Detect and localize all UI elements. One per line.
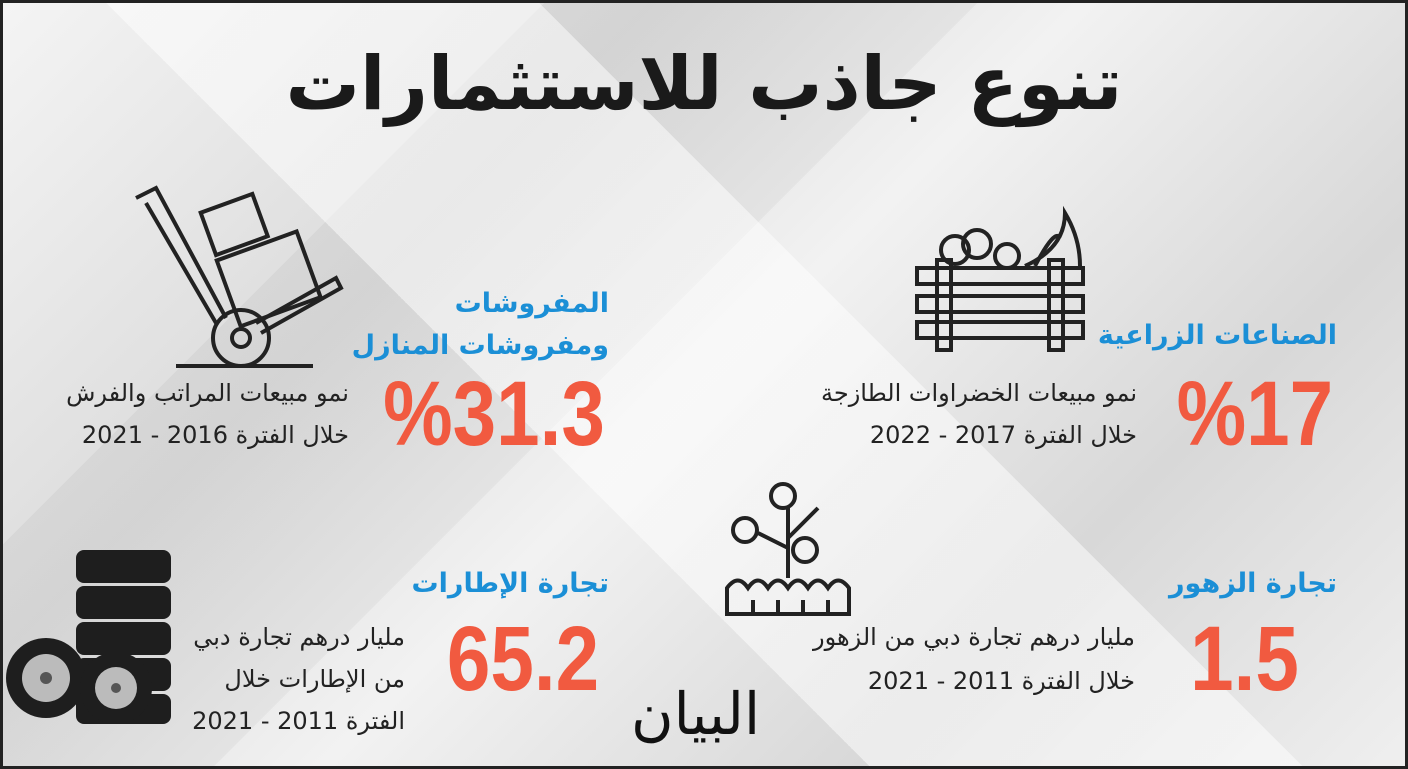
albayan-logo: البيان: [631, 680, 761, 748]
flowers-figure: 1.5: [1190, 608, 1299, 710]
tire-stack-icon: [6, 550, 171, 724]
hand-truck-icon: [135, 185, 344, 368]
tires-heading: تجارة الإطارات: [411, 568, 609, 599]
furniture-heading-line1: المفروشات: [454, 288, 609, 319]
tires-desc-line1: مليار درهم تجارة دبي: [193, 623, 405, 651]
furniture-desc-line2: خلال الفترة 2016 - 2021: [81, 421, 349, 449]
agriculture-desc-line2: خلال الفترة 2017 - 2022: [869, 421, 1137, 449]
flowers-desc-line2: خلال الفترة 2011 - 2021: [867, 667, 1135, 695]
agriculture-desc-line1: نمو مبيعات الخضراوات الطازجة: [821, 379, 1137, 407]
agriculture-heading: الصناعات الزراعية: [1097, 320, 1337, 351]
furniture-heading-line2: ومفروشات المنازل: [351, 330, 609, 361]
tires-desc-line3: الفترة 2011 - 2021: [192, 707, 405, 735]
furniture-figure: %31.3: [383, 363, 605, 465]
agriculture-figure: %17: [1176, 363, 1333, 465]
flowers-heading: تجارة الزهور: [1169, 568, 1337, 599]
tires-figure: 65.2: [446, 608, 599, 710]
vegetable-crate-icon: [915, 205, 1085, 352]
page-title: تنوع جاذب للاستثمارات: [285, 41, 1123, 127]
furniture-desc-line1: نمو مبيعات المراتب والفرش: [66, 379, 349, 407]
tires-desc-line2: من الإطارات خلال: [224, 665, 405, 693]
flowers-desc-line1: مليار درهم تجارة دبي من الزهور: [812, 623, 1135, 651]
flower-planter-icon: [725, 482, 851, 616]
